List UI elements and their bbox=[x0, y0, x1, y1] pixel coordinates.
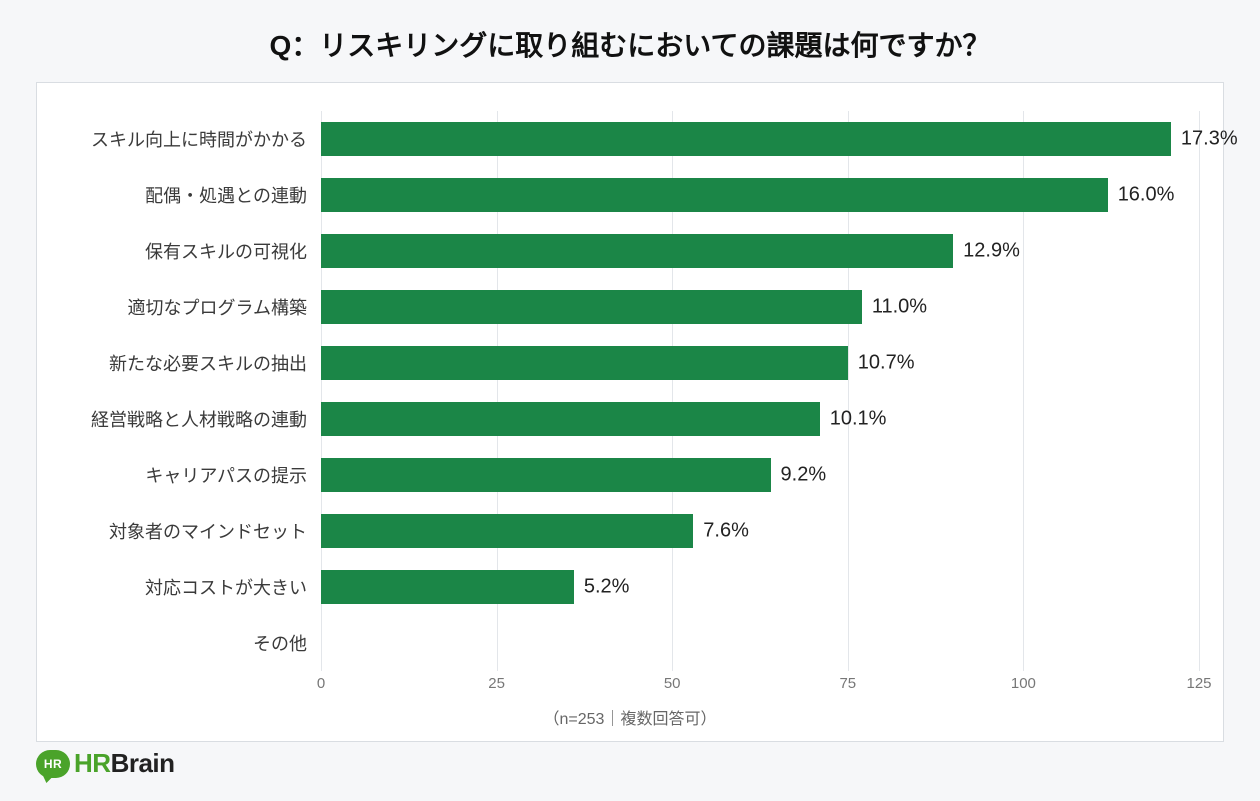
bar-value-label: 11.0% bbox=[872, 296, 927, 319]
logo-text-right: Brain bbox=[111, 748, 175, 778]
logo-badge-icon: HR bbox=[36, 750, 70, 778]
y-axis-label: 配偶・処遇との連動 bbox=[61, 182, 321, 208]
bar-cell: 5.2% bbox=[321, 559, 1199, 615]
y-axis-label: その他 bbox=[61, 630, 321, 656]
logo-badge-text: HR bbox=[44, 757, 62, 771]
bar-cell: 16.0% bbox=[321, 167, 1199, 223]
bar-cell: 9.2% bbox=[321, 447, 1199, 503]
bar-value-label: 7.6% bbox=[703, 520, 749, 543]
y-axis-label: 経営戦略と人材戦略の連動 bbox=[61, 406, 321, 432]
y-axis-label: 適切なプログラム構築 bbox=[61, 294, 321, 320]
y-axis-label: 対応コストが大きい bbox=[61, 574, 321, 600]
bar bbox=[321, 178, 1108, 212]
bar-value-label: 5.2% bbox=[584, 576, 630, 599]
chart-row: キャリアパスの提示 9.2% bbox=[61, 447, 1199, 503]
bar-cell: 12.9% bbox=[321, 223, 1199, 279]
y-axis-label: 保有スキルの可視化 bbox=[61, 238, 321, 264]
logo-text-left: HR bbox=[74, 748, 111, 778]
chart-container: Q：リスキリングに取り組むにおいての課題は何ですか？ スキル向上に時間がかかる1… bbox=[0, 0, 1260, 762]
bar bbox=[321, 290, 862, 324]
y-axis-label: キャリアパスの提示 bbox=[61, 462, 321, 488]
chart-footnote: （n=253｜複数回答可） bbox=[61, 705, 1199, 729]
x-axis: 0255075100125 bbox=[61, 675, 1199, 699]
y-axis-label: 新たな必要スキルの抽出 bbox=[61, 350, 321, 376]
x-tick-label: 50 bbox=[664, 675, 681, 692]
bar-value-label: 17.3% bbox=[1181, 128, 1238, 151]
bar-cell: 17.3% bbox=[321, 111, 1199, 167]
chart-plot: スキル向上に時間がかかる17.3%配偶・処遇との連動16.0%保有スキルの可視化… bbox=[61, 111, 1199, 729]
bar bbox=[321, 570, 574, 604]
chart-card: スキル向上に時間がかかる17.3%配偶・処遇との連動16.0%保有スキルの可視化… bbox=[36, 82, 1224, 742]
bar bbox=[321, 458, 771, 492]
chart-row: 適切なプログラム構築 11.0% bbox=[61, 279, 1199, 335]
bar-value-label: 12.9% bbox=[963, 240, 1020, 263]
x-tick-label: 25 bbox=[488, 675, 505, 692]
bar bbox=[321, 122, 1171, 156]
x-tick-label: 125 bbox=[1186, 675, 1211, 692]
gridline bbox=[1199, 111, 1200, 671]
x-tick-label: 75 bbox=[839, 675, 856, 692]
y-axis-label: スキル向上に時間がかかる bbox=[61, 126, 321, 152]
chart-row: スキル向上に時間がかかる17.3% bbox=[61, 111, 1199, 167]
y-axis-label: 対象者のマインドセット bbox=[61, 518, 321, 544]
bar bbox=[321, 514, 693, 548]
bar bbox=[321, 402, 820, 436]
chart-rows: スキル向上に時間がかかる17.3%配偶・処遇との連動16.0%保有スキルの可視化… bbox=[61, 111, 1199, 671]
bar-value-label: 9.2% bbox=[781, 464, 827, 487]
chart-row: 配偶・処遇との連動 16.0% bbox=[61, 167, 1199, 223]
bar bbox=[321, 346, 848, 380]
chart-row: 対象者のマインドセット 7.6% bbox=[61, 503, 1199, 559]
bar-value-label: 16.0% bbox=[1118, 184, 1175, 207]
x-tick-label: 100 bbox=[1011, 675, 1036, 692]
logo-text: HRBrain bbox=[74, 748, 175, 779]
bar-cell: 10.1% bbox=[321, 391, 1199, 447]
bar bbox=[321, 234, 953, 268]
chart-row: 経営戦略と人材戦略の連動 10.1% bbox=[61, 391, 1199, 447]
chart-row: 対応コストが大きい 5.2% bbox=[61, 559, 1199, 615]
x-axis-ticks: 0255075100125 bbox=[321, 675, 1199, 699]
bar-value-label: 10.7% bbox=[858, 352, 915, 375]
bar-cell: 10.7% bbox=[321, 335, 1199, 391]
brand-logo: HR HRBrain bbox=[36, 748, 175, 779]
bar-cell: 7.6% bbox=[321, 503, 1199, 559]
bar-value-label: 10.1% bbox=[830, 408, 887, 431]
chart-row: 保有スキルの可視化 12.9% bbox=[61, 223, 1199, 279]
bar-cell: 11.0% bbox=[321, 279, 1199, 335]
chart-title: Q：リスキリングに取り組むにおいての課題は何ですか？ bbox=[36, 24, 1224, 64]
bar-cell bbox=[321, 615, 1199, 671]
chart-row: 新たな必要スキルの抽出 10.7% bbox=[61, 335, 1199, 391]
x-tick-label: 0 bbox=[317, 675, 325, 692]
chart-row: その他 bbox=[61, 615, 1199, 671]
